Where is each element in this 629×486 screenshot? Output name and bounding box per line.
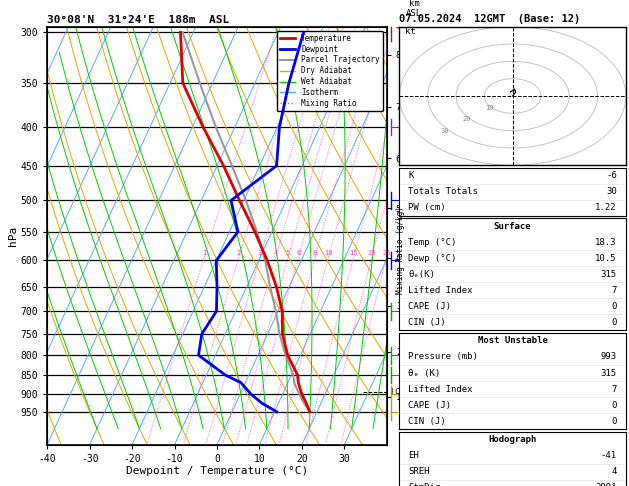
Text: 7: 7 xyxy=(611,384,617,394)
Text: 15: 15 xyxy=(349,250,358,256)
Text: CIN (J): CIN (J) xyxy=(408,417,446,426)
Text: 3: 3 xyxy=(258,250,262,256)
Text: K: K xyxy=(408,171,414,180)
Text: km
ASL: km ASL xyxy=(406,0,422,18)
Y-axis label: hPa: hPa xyxy=(8,226,18,246)
Text: PW (cm): PW (cm) xyxy=(408,203,446,212)
Text: 30: 30 xyxy=(606,187,617,196)
Text: Hodograph: Hodograph xyxy=(489,435,537,444)
Text: 7: 7 xyxy=(611,286,617,295)
Text: 315: 315 xyxy=(601,270,617,279)
Text: 30°08'N  31°24'E  188m  ASL: 30°08'N 31°24'E 188m ASL xyxy=(47,15,230,25)
Text: 1.22: 1.22 xyxy=(595,203,617,212)
Text: 10: 10 xyxy=(324,250,333,256)
Text: Temp (°C): Temp (°C) xyxy=(408,238,457,247)
Text: 2: 2 xyxy=(237,250,241,256)
X-axis label: Dewpoint / Temperature (°C): Dewpoint / Temperature (°C) xyxy=(126,467,308,476)
Text: 309°: 309° xyxy=(595,483,617,486)
Text: 18.3: 18.3 xyxy=(595,238,617,247)
Text: Dewp (°C): Dewp (°C) xyxy=(408,254,457,263)
Text: 10: 10 xyxy=(486,104,494,111)
Text: LCL: LCL xyxy=(390,388,405,397)
Text: 07.05.2024  12GMT  (Base: 12): 07.05.2024 12GMT (Base: 12) xyxy=(399,14,581,24)
Text: CAPE (J): CAPE (J) xyxy=(408,400,452,410)
Text: Totals Totals: Totals Totals xyxy=(408,187,478,196)
Text: -6: -6 xyxy=(606,171,617,180)
Text: 20: 20 xyxy=(463,116,471,122)
Text: 30: 30 xyxy=(440,128,448,134)
Text: 993: 993 xyxy=(601,352,617,362)
Text: 6: 6 xyxy=(296,250,301,256)
Text: 0: 0 xyxy=(611,417,617,426)
Text: Surface: Surface xyxy=(494,222,532,231)
Text: Pressure (mb): Pressure (mb) xyxy=(408,352,478,362)
Text: 1: 1 xyxy=(202,250,206,256)
Text: θₑ (K): θₑ (K) xyxy=(408,368,441,378)
Text: 10.5: 10.5 xyxy=(595,254,617,263)
Text: -41: -41 xyxy=(601,451,617,460)
Text: 25: 25 xyxy=(382,250,391,256)
Text: SREH: SREH xyxy=(408,467,430,476)
Text: EH: EH xyxy=(408,451,419,460)
Text: Most Unstable: Most Unstable xyxy=(477,336,548,346)
Text: 0: 0 xyxy=(611,400,617,410)
Text: StmDir: StmDir xyxy=(408,483,441,486)
Text: 4: 4 xyxy=(274,250,277,256)
Text: CAPE (J): CAPE (J) xyxy=(408,302,452,311)
Text: 0: 0 xyxy=(611,302,617,311)
Text: 0: 0 xyxy=(611,318,617,327)
Text: 5: 5 xyxy=(286,250,290,256)
Text: kt: kt xyxy=(405,27,416,35)
Text: θₑ(K): θₑ(K) xyxy=(408,270,435,279)
Text: CIN (J): CIN (J) xyxy=(408,318,446,327)
Text: 4: 4 xyxy=(611,467,617,476)
Text: Mixing Ratio (g/kg): Mixing Ratio (g/kg) xyxy=(396,207,405,294)
Text: 20: 20 xyxy=(367,250,376,256)
Legend: Temperature, Dewpoint, Parcel Trajectory, Dry Adiabat, Wet Adiabat, Isotherm, Mi: Temperature, Dewpoint, Parcel Trajectory… xyxy=(277,31,383,111)
Text: Lifted Index: Lifted Index xyxy=(408,286,473,295)
Text: 8: 8 xyxy=(313,250,317,256)
Text: 315: 315 xyxy=(601,368,617,378)
Text: Lifted Index: Lifted Index xyxy=(408,384,473,394)
